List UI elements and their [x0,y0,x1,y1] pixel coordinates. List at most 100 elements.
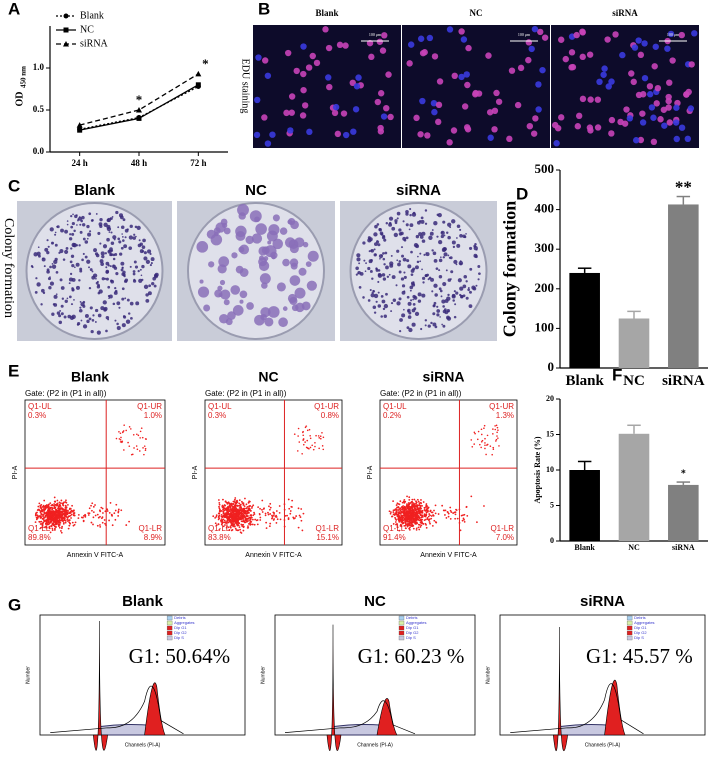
colony [423,253,426,256]
event [123,449,125,451]
bar [569,470,600,541]
event [245,503,248,506]
event [411,503,414,506]
event [215,515,218,518]
event [318,447,320,450]
plot-title: NC [364,593,386,610]
event [218,505,220,508]
event [229,508,232,511]
event [302,512,305,515]
cell [380,113,388,120]
colony [150,262,153,265]
event [306,447,309,449]
event [417,500,420,503]
quadrant-name: Q1-LL [383,524,406,533]
event [229,520,232,523]
event [275,510,278,512]
event [39,506,42,509]
event [394,516,396,519]
event [55,513,58,516]
event [63,517,66,519]
colony [396,301,401,306]
colony [412,303,416,306]
colony [210,233,223,246]
colony [64,229,69,234]
event [232,516,234,519]
event [391,515,393,518]
event [106,508,109,511]
colony [99,217,103,222]
colony [60,304,64,308]
event [268,508,271,511]
colony [103,222,108,227]
event [445,517,448,519]
y-tick-label: 200 [535,280,555,295]
event [319,435,322,437]
event [273,518,276,520]
event [428,519,430,522]
cell [568,49,576,56]
colony [433,301,437,305]
colony [289,258,299,267]
event [246,519,248,522]
event [484,437,486,440]
colony [69,233,72,236]
x-tick-label: siRNA [662,373,705,389]
event [424,522,427,525]
colony [90,219,94,222]
cell [608,78,615,85]
event [415,527,418,530]
cell [648,104,656,111]
event [408,496,411,499]
event [394,521,397,523]
event [317,435,320,437]
colony [424,209,428,212]
legend-swatch [626,625,633,631]
x-tick-label: Blank [565,373,604,389]
colony [355,273,358,276]
event [68,519,71,522]
colony [88,266,91,269]
event [82,514,85,517]
colony [453,290,456,293]
event [426,516,429,519]
event [318,437,321,439]
event [220,520,223,522]
event [397,502,400,505]
cell [491,107,499,115]
colony [397,262,401,267]
colony [440,295,443,298]
g2-peak [376,698,398,736]
event [476,438,479,441]
point [136,107,142,113]
event [43,499,46,502]
event [426,509,429,512]
colony [121,323,126,328]
colony [129,224,133,229]
colony [447,254,450,257]
event [449,506,452,509]
event [258,513,261,516]
legend-label: Debris [634,615,646,620]
colony [447,293,450,297]
event [48,514,51,517]
colony [132,279,137,283]
event [496,435,498,437]
event [461,519,464,522]
legend-swatch [166,625,173,631]
event [412,503,415,506]
colony [374,224,378,229]
colony [385,265,389,270]
event [476,521,478,524]
colony [88,317,92,321]
colony [477,278,480,281]
event [408,509,411,512]
cell [430,99,438,107]
colony [399,318,403,322]
event [267,511,269,514]
event [58,526,61,529]
event [415,506,418,508]
event [125,524,128,526]
plot-title: Blank [122,593,164,610]
g2-peak [604,679,626,736]
